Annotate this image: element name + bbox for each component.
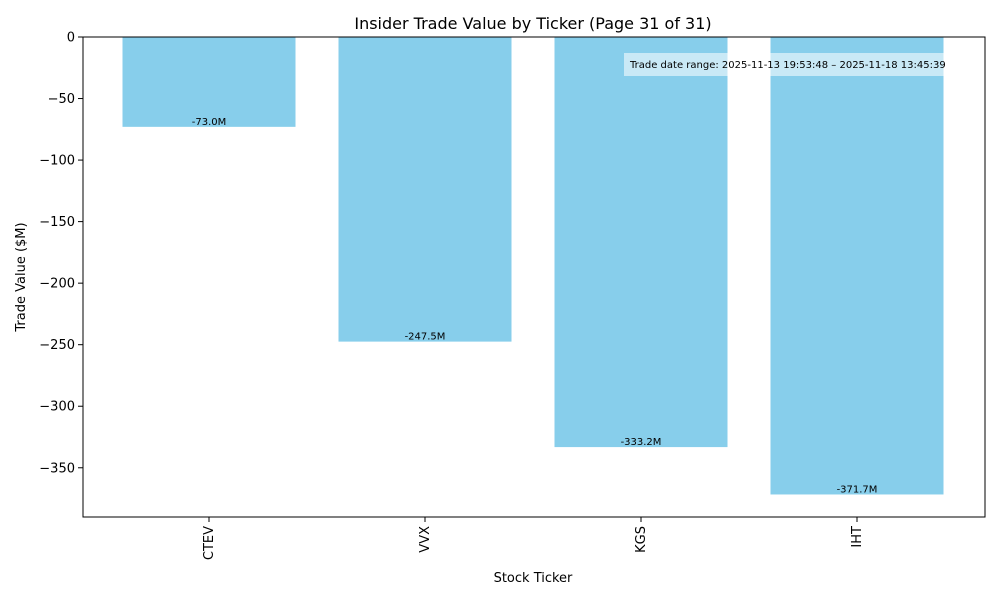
y-tick-label: −200 — [39, 277, 75, 292]
x-axis-label: Stock Ticker — [494, 571, 573, 586]
chart-title: Insider Trade Value by Ticker (Page 31 o… — [354, 14, 711, 33]
data-labels-group: -73.0M -247.5M -333.2M -371.7M — [192, 117, 878, 496]
bar-vvx — [338, 37, 512, 342]
bars-group — [122, 37, 944, 495]
x-tick-label-ctev: CTEV — [202, 526, 217, 560]
x-tick-label-iht: IHT — [850, 526, 865, 548]
y-tick-label: −150 — [39, 215, 75, 230]
bar-iht — [770, 37, 944, 495]
x-tick-label-kgs: KGS — [634, 526, 649, 553]
y-axis-ticks: 0 −50 −100 −150 −200 −250 −300 −350 — [39, 31, 83, 476]
data-label-vvx: -247.5M — [405, 332, 446, 343]
data-label-ctev: -73.0M — [192, 117, 227, 128]
trade-date-range-annotation: Trade date range: 2025-11-13 19:53:48 – … — [629, 60, 946, 71]
y-axis-label: Trade Value ($M) — [14, 222, 29, 332]
data-label-iht: -371.7M — [837, 484, 878, 495]
y-tick-label: −250 — [39, 338, 75, 353]
annotation-box: Trade date range: 2025-11-13 19:53:48 – … — [624, 53, 986, 76]
x-tick-label-vvx: VVX — [418, 526, 433, 553]
plot-frame — [82, 36, 986, 518]
bar-ctev — [122, 37, 296, 127]
y-tick-label: −300 — [39, 400, 75, 415]
y-tick-label: −350 — [39, 461, 75, 476]
y-tick-label: −50 — [48, 92, 75, 107]
bar-kgs — [554, 37, 728, 448]
y-tick-label: 0 — [67, 31, 75, 46]
y-tick-label: −100 — [39, 154, 75, 169]
x-axis-ticks: CTEV VVX KGS IHT — [202, 517, 865, 560]
data-label-kgs: -333.2M — [621, 437, 662, 448]
